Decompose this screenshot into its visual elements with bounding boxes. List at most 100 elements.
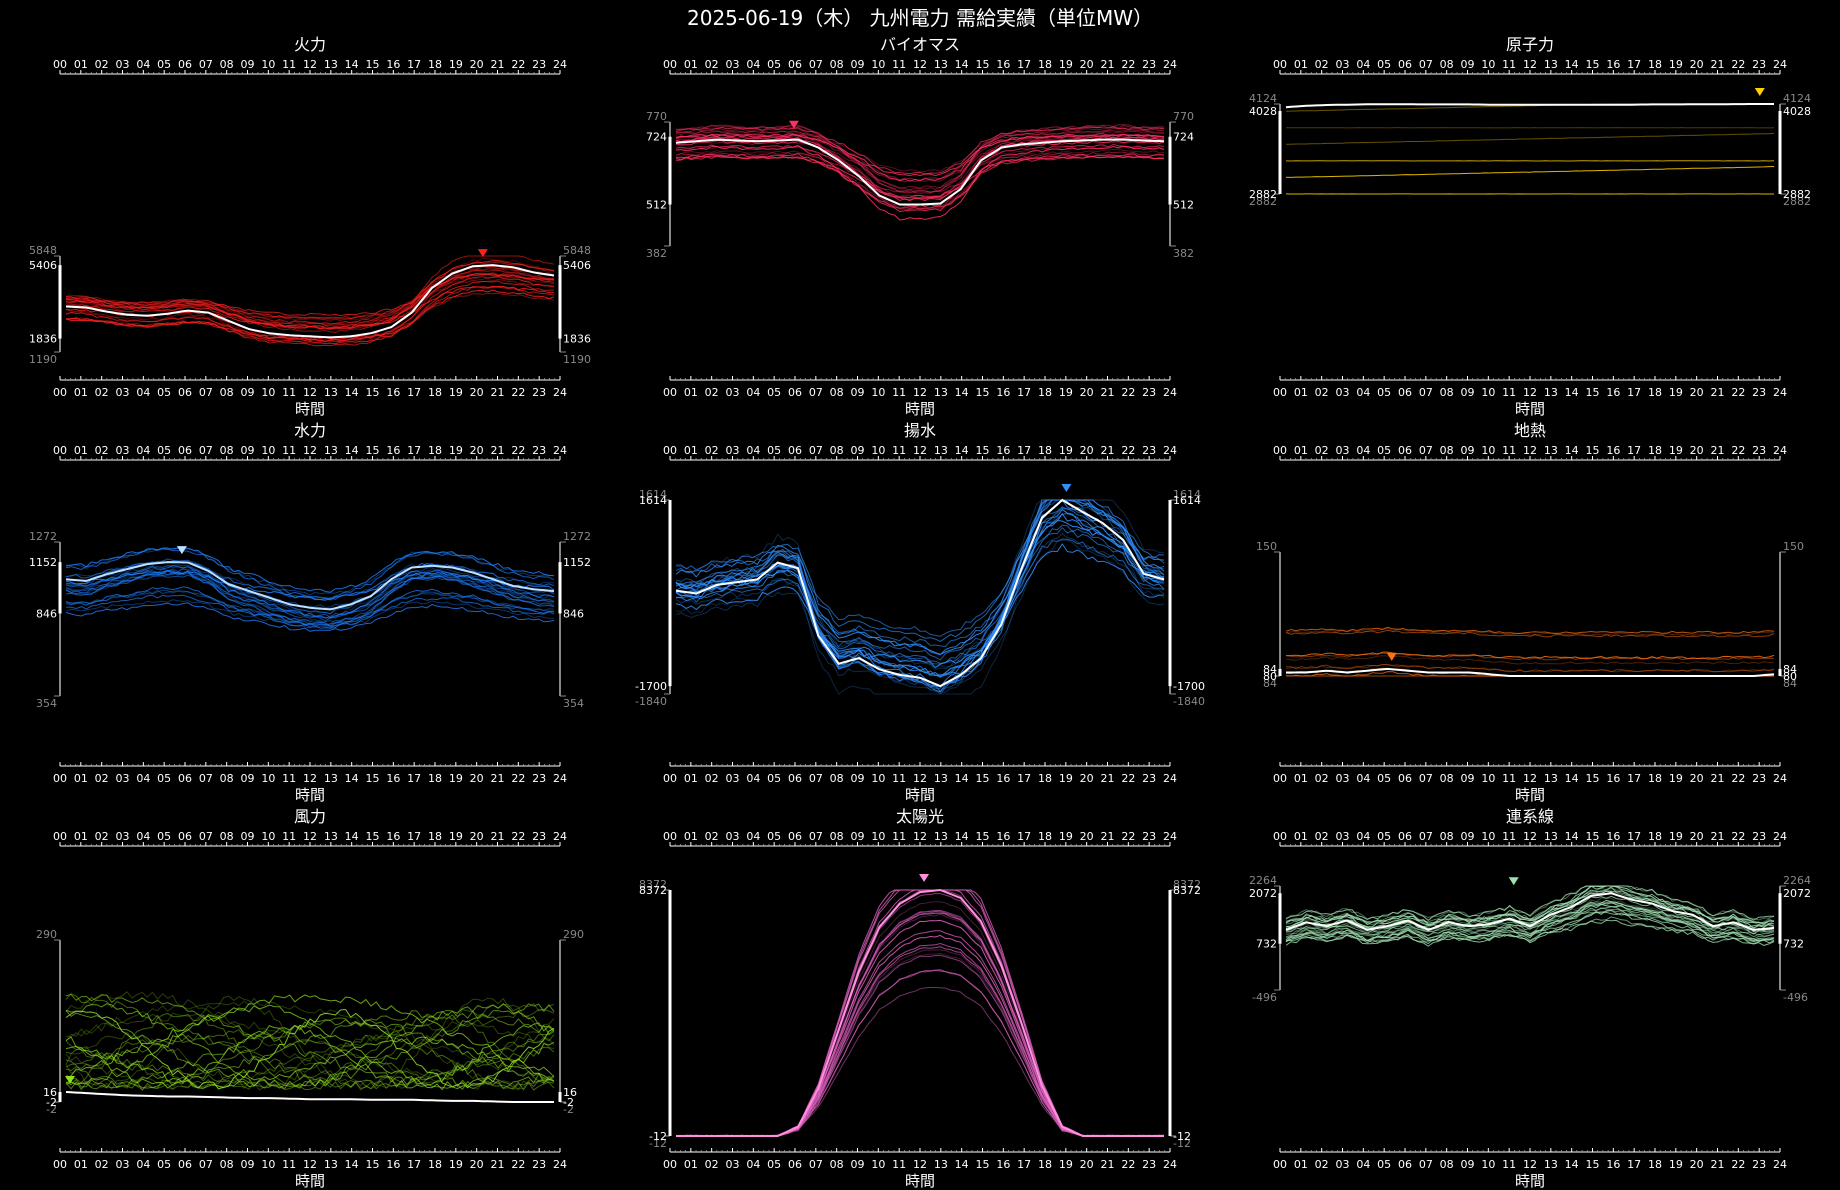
hour-tick-label: 10	[871, 1158, 885, 1171]
peak-marker	[919, 874, 930, 882]
left-range: 1614 -1840 1614 -1700	[635, 488, 672, 708]
current-min-label: 1836	[563, 333, 591, 346]
historical-series	[675, 499, 1165, 695]
historical-line	[675, 145, 1165, 200]
historical-line	[675, 151, 1165, 194]
hour-tick-label: 01	[74, 444, 88, 457]
hour-tick-label: 24	[553, 830, 567, 843]
hour-tick-label: 16	[386, 1158, 400, 1171]
hour-tick-label: 18	[428, 386, 442, 399]
bottom-hour-axis: 00 01 02 03 04 05 06 07 08 09 10 11 12 13 14 15 16 17 18 19…	[663, 376, 1177, 399]
hour-tick-label: 08	[220, 830, 234, 843]
range-min-label: -496	[1252, 991, 1277, 1004]
hour-tick-label: 02	[1315, 386, 1329, 399]
hour-tick-label: 04	[746, 444, 760, 457]
historical-line	[65, 547, 555, 600]
hour-tick-label: 18	[428, 830, 442, 843]
hour-tick-label: 18	[428, 1158, 442, 1171]
hour-tick-label: 14	[345, 772, 359, 785]
hour-tick-label: 03	[116, 1158, 130, 1171]
hour-tick-label: 03	[726, 386, 740, 399]
hour-tick-label: 03	[116, 444, 130, 457]
hour-tick-label: 23	[1142, 444, 1156, 457]
hour-tick-label: 10	[261, 772, 275, 785]
historical-line	[65, 570, 555, 622]
hour-tick-label: 17	[1627, 830, 1641, 843]
historical-line	[1285, 655, 1775, 665]
historical-line	[675, 499, 1165, 688]
hour-tick-label: 02	[95, 1158, 109, 1171]
current-min-label: 732	[1783, 938, 1804, 951]
panel-title: 揚水	[904, 421, 936, 440]
hour-tick-label: 12	[303, 58, 317, 71]
hour-tick-label: 11	[892, 386, 906, 399]
hour-tick-label: 17	[407, 830, 421, 843]
historical-line	[675, 135, 1165, 198]
hour-tick-label: 22	[1121, 830, 1135, 843]
hour-tick-label: 07	[1419, 386, 1433, 399]
hour-tick-label: 12	[1523, 58, 1537, 71]
historical-line	[675, 133, 1165, 177]
historical-line	[675, 499, 1165, 656]
hour-tick-label: 12	[1523, 830, 1537, 843]
hour-tick-label: 16	[996, 772, 1010, 785]
hour-tick-label: 11	[282, 58, 296, 71]
hour-tick-label: 12	[1523, 386, 1537, 399]
hour-tick-label: 10	[1481, 58, 1495, 71]
range-min-label: 2882	[1249, 195, 1277, 208]
hour-tick-label: 06	[788, 772, 802, 785]
hour-tick-label: 09	[1461, 830, 1475, 843]
hour-tick-label: 15	[976, 1158, 990, 1171]
hour-tick-label: 09	[1461, 1158, 1475, 1171]
hour-tick-label: 14	[1565, 444, 1579, 457]
hour-tick-label: 00	[663, 444, 677, 457]
historical-line	[1285, 166, 1775, 178]
panel-title: 水力	[294, 421, 326, 440]
hour-tick-label: 19	[1669, 1158, 1683, 1171]
hour-tick-label: 24	[1163, 58, 1177, 71]
hour-tick-label: 13	[324, 1158, 338, 1171]
range-max-label: 5848	[29, 244, 57, 257]
bottom-hour-axis: 00 01 02 03 04 05 06 07 08 09 10 11 12 13 14 15 16 17 18 19…	[1273, 1148, 1787, 1171]
right-range: 1614 -1840 1614 -1700	[1168, 488, 1205, 708]
top-hour-axis: 00 01 02 03 04 05 06 07 08 09 10 11 12 13 14 15 16 17 18 19…	[663, 58, 1177, 75]
range-min-label: -496	[1783, 991, 1808, 1004]
hour-tick-label: 19	[449, 830, 463, 843]
top-hour-axis: 00 01 02 03 04 05 06 07 08 09 10 11 12 13 14 15 16 17 18 19…	[53, 830, 567, 847]
range-max-label: 5848	[563, 244, 591, 257]
hour-tick-label: 10	[261, 1158, 275, 1171]
hour-tick-label: 06	[788, 386, 802, 399]
hour-tick-label: 20	[470, 830, 484, 843]
hour-tick-label: 13	[324, 772, 338, 785]
peak-marker	[65, 1076, 76, 1085]
x-axis-label: 時間	[1515, 786, 1545, 804]
hour-tick-label: 01	[684, 1158, 698, 1171]
hour-tick-label: 13	[324, 386, 338, 399]
hour-tick-label: 24	[553, 1158, 567, 1171]
x-axis-label: 時間	[1515, 400, 1545, 418]
hour-tick-label: 14	[1565, 772, 1579, 785]
hour-tick-label: 00	[53, 1158, 67, 1171]
hour-tick-label: 17	[407, 444, 421, 457]
hour-tick-label: 10	[871, 386, 885, 399]
hour-tick-label: 05	[1377, 830, 1391, 843]
hour-tick-label: 23	[1142, 772, 1156, 785]
hour-tick-label: 21	[1711, 386, 1725, 399]
hour-tick-label: 00	[663, 1158, 677, 1171]
historical-line	[675, 140, 1165, 183]
hour-tick-label: 00	[53, 386, 67, 399]
panel-title: 連系線	[1506, 807, 1554, 826]
hour-tick-label: 03	[116, 58, 130, 71]
hour-tick-label: 21	[1101, 772, 1115, 785]
hour-tick-label: 01	[684, 772, 698, 785]
historical-line	[65, 1009, 555, 1089]
hour-tick-label: 22	[511, 1158, 525, 1171]
right-range: 5848 1190 5406 1836	[558, 244, 591, 366]
historical-line	[65, 273, 555, 317]
hour-tick-label: 18	[1648, 772, 1662, 785]
top-hour-axis: 00 01 02 03 04 05 06 07 08 09 10 11 12 13 14 15 16 17 18 19…	[663, 830, 1177, 847]
x-axis-label: 時間	[295, 400, 325, 418]
hour-tick-label: 03	[116, 830, 130, 843]
hour-tick-label: 05	[157, 830, 171, 843]
